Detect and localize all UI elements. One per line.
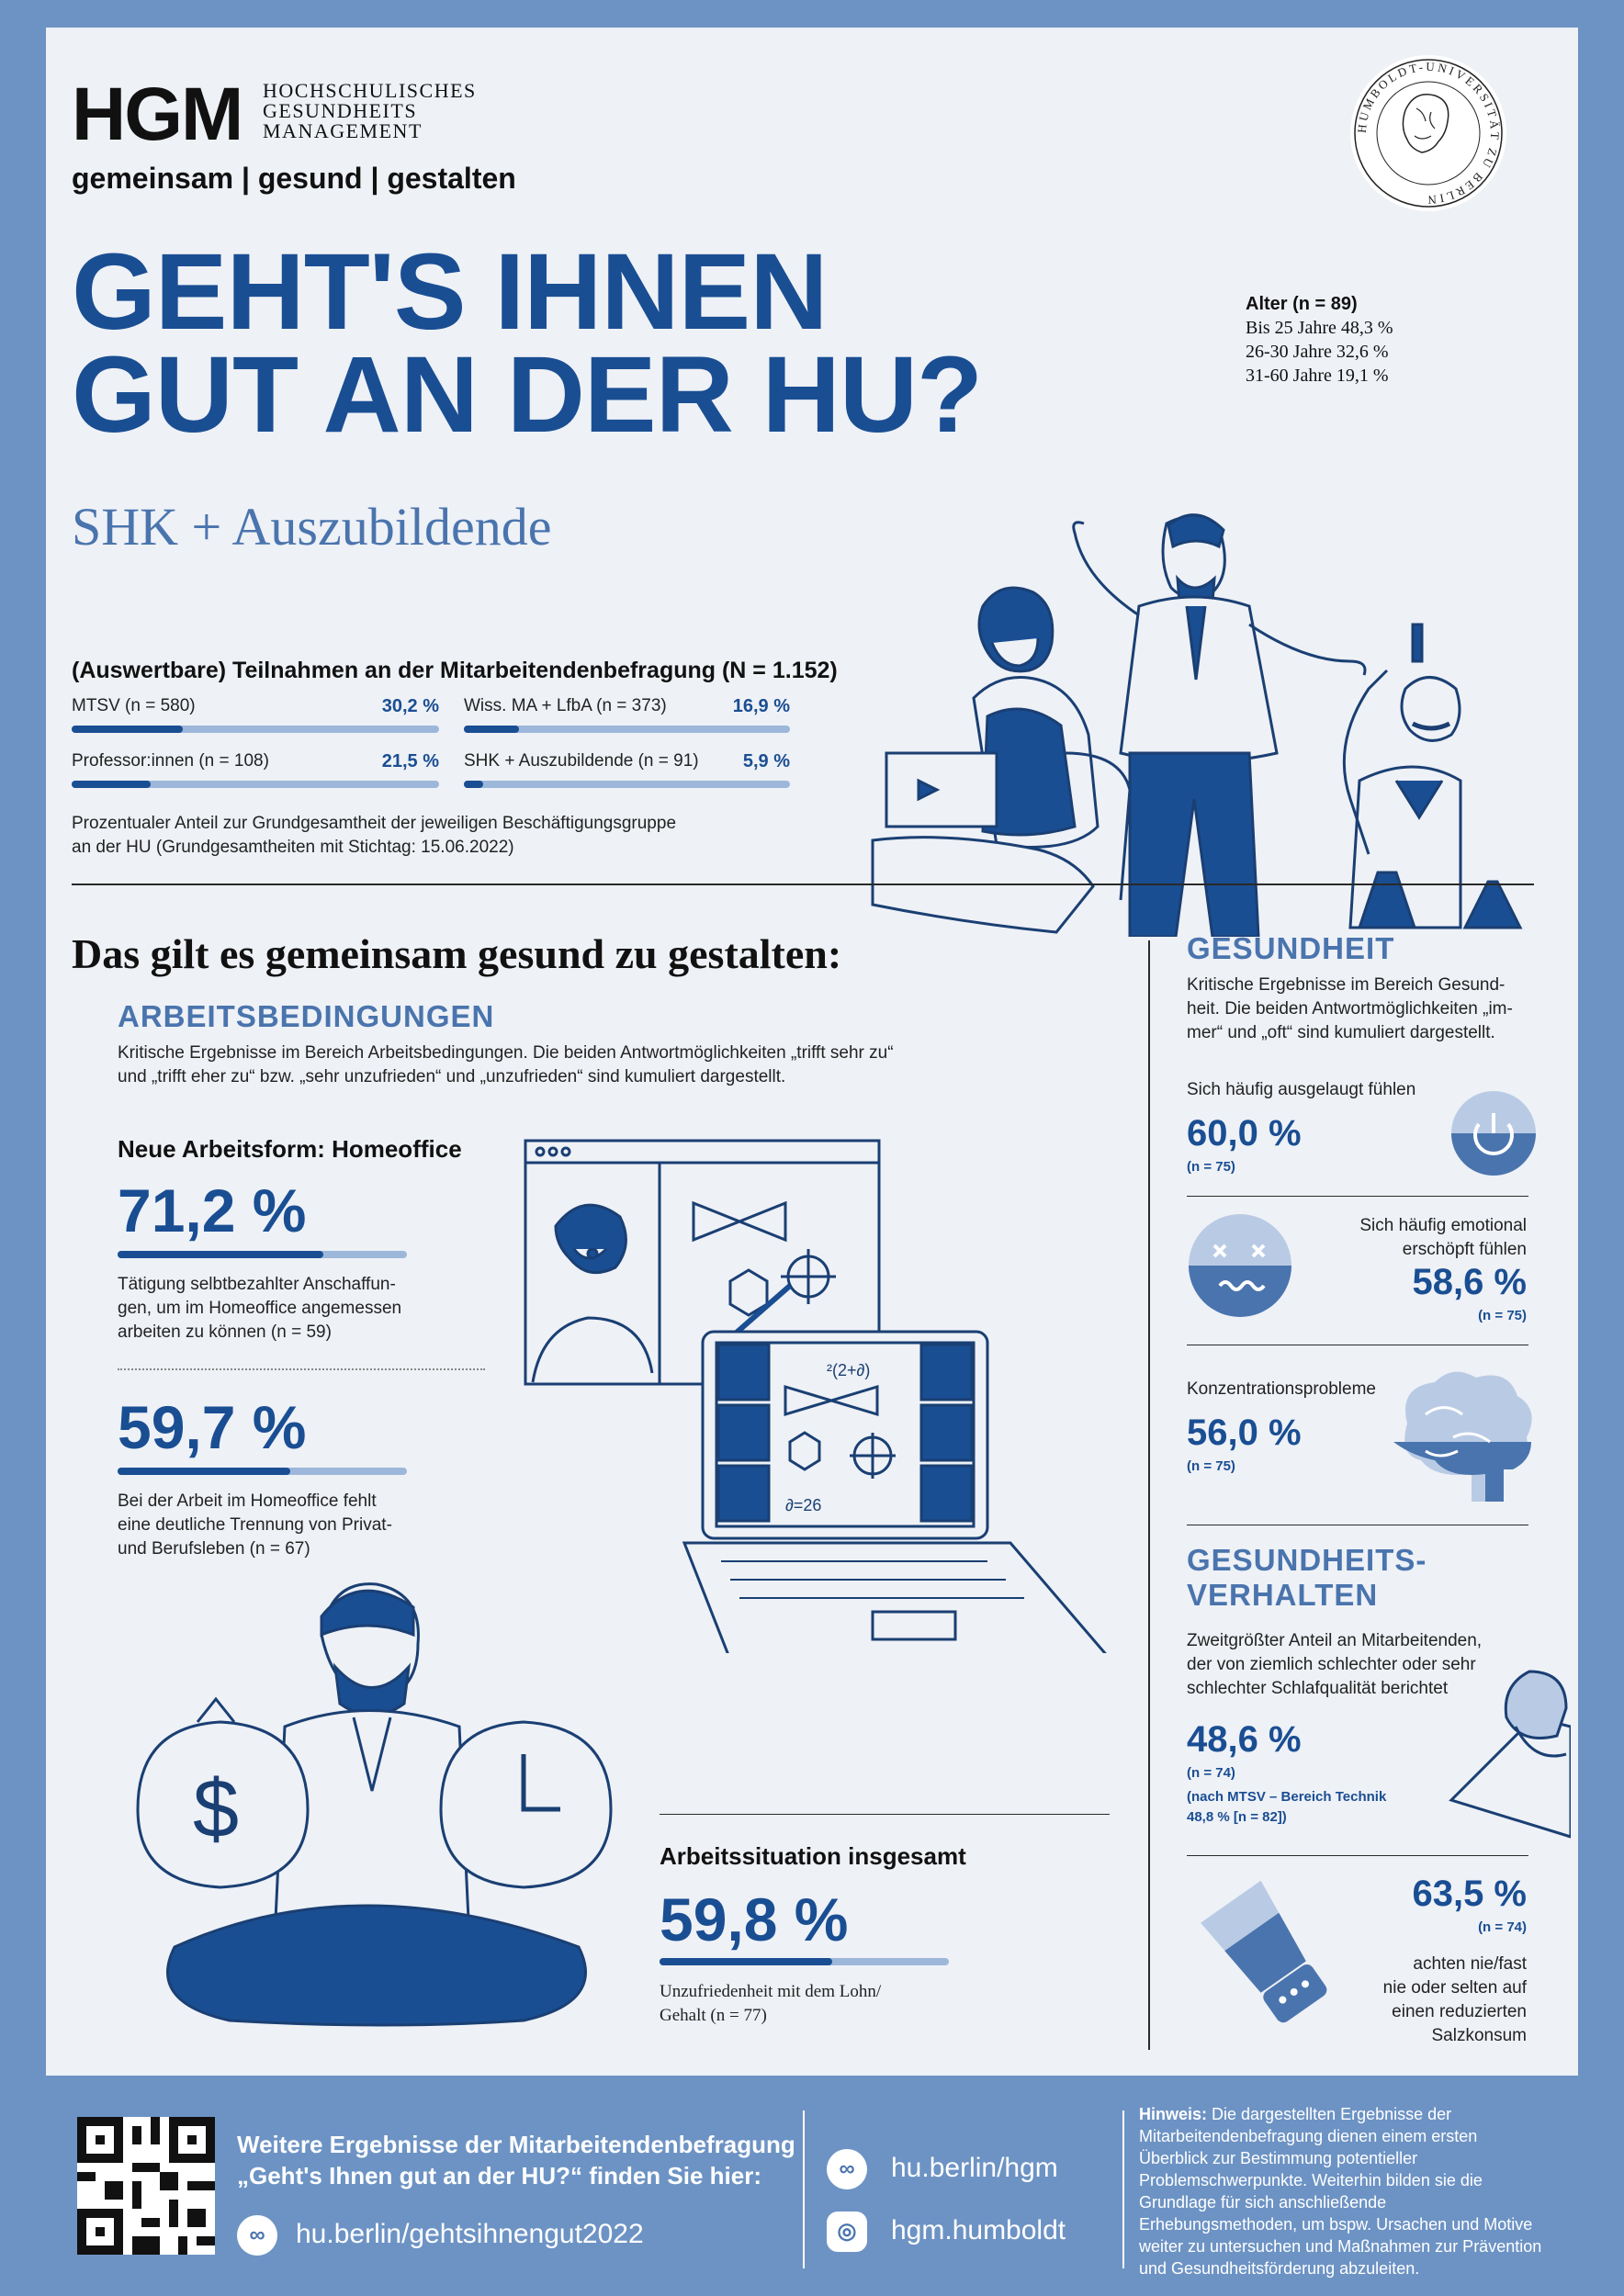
emotional-pct: 58,6 %: [1412, 1262, 1527, 1302]
ausgelaugt-n: (n = 75): [1187, 1159, 1235, 1175]
divider: [72, 884, 1534, 885]
footer-more-results: Weitere Ergebnisse der Mitarbeitendenbef…: [237, 2131, 795, 2189]
homeoffice-bar-1: [118, 1251, 407, 1258]
researchers-illustration: [871, 513, 1523, 937]
divider: [660, 1814, 1110, 1815]
survey-link[interactable]: hu.berlin/gehtsihnengut2022: [296, 2219, 644, 2249]
homeoffice-pct-1: 71,2 %: [118, 1176, 307, 1244]
instagram-link[interactable]: hgm.humboldt: [891, 2215, 1066, 2245]
group-shk-label: SHK + Auszubildende (n = 91): [464, 751, 699, 771]
sleep-pct: 48,6 %: [1187, 1719, 1302, 1760]
ausgelaugt-label: Sich häufig ausgelaugt fühlen: [1187, 1080, 1416, 1099]
group-prof-pct: 21,5 %: [381, 751, 439, 771]
homeoffice-pct-2: 59,7 %: [118, 1393, 307, 1461]
sleep-note: (nach MTSV – Bereich Technik 48,8 % [n =…: [1187, 1789, 1387, 1825]
hu-seal-logo: HUMBOLDT-UNIVERSITÄT ZU BERLIN: [1350, 55, 1506, 211]
power-icon: [1451, 1091, 1536, 1176]
group-wiss-label: Wiss. MA + LfbA (n = 373): [464, 696, 667, 715]
main-title: GEHT'S IHNEN GUT AN DER HU?: [72, 231, 983, 456]
svg-text:∂=26: ∂=26: [785, 1496, 821, 1514]
hgm-logo-subtitle: HOCHSCHULISCHES GESUNDHEITS MANAGEMENT: [263, 79, 477, 142]
homeoffice-illustration: ²(2+∂) ∂=26: [524, 1139, 1107, 1653]
overall-pct: 59,8 %: [660, 1885, 849, 1953]
qr-code[interactable]: [77, 2117, 215, 2255]
link-icon: ∞: [237, 2215, 277, 2256]
group-prof-bar-fill: [72, 781, 151, 788]
group-mtsv-pct: 30,2 %: [381, 696, 439, 716]
salt-text: achten nie/fast nie oder selten auf eine…: [1382, 1954, 1527, 2045]
overall-desc: Unzufriedenheit mit dem Lohn/ Gehalt (n …: [660, 1982, 882, 2025]
sleeping-person-illustration: [1449, 1670, 1571, 1839]
hgm-logo: HGM: [72, 73, 243, 156]
svg-text:²(2+∂): ²(2+∂): [827, 1361, 870, 1379]
verhalten-heading: GESUNDHEITS- VERHALTEN: [1187, 1543, 1427, 1612]
arbeit-heading: ARBEITSBEDINGUNGEN: [118, 999, 495, 1033]
group-wiss-bar: [464, 726, 790, 733]
salt-pct: 63,5 %: [1412, 1874, 1527, 1914]
divider: [1187, 1855, 1528, 1856]
homeoffice-desc-2: Bei der Arbeit im Homeoffice fehlt eine …: [118, 1491, 392, 1559]
tagline: gemeinsam | gesund | gestalten: [72, 162, 516, 195]
section-title: Das gilt es gemeinsam gesund zu gestalte…: [72, 930, 842, 977]
overall-bar: [660, 1958, 949, 1965]
homeoffice-bar-1-fill: [118, 1251, 324, 1258]
hgm-link[interactable]: hu.berlin/hgm: [891, 2153, 1058, 2183]
homeoffice-desc-1: Tätigung selbtbezahlter Anschaffun- gen,…: [118, 1275, 402, 1342]
overall-heading: Arbeitssituation insgesamt: [660, 1842, 966, 1870]
link-icon: ∞: [827, 2149, 867, 2189]
group-wiss-pct: 16,9 %: [732, 696, 790, 716]
group-shk-pct: 5,9 %: [742, 751, 790, 771]
sleep-n: (n = 74): [1187, 1765, 1235, 1781]
footer-hint: Hinweis: Die dargestellten Ergebnisse de…: [1139, 2105, 1542, 2278]
group-prof-bar: [72, 781, 439, 788]
dotted-divider: [118, 1368, 485, 1370]
group-prof-label: Professor:innen (n = 108): [72, 751, 269, 771]
homeoffice-bar-2-fill: [118, 1468, 291, 1475]
participation-note: Prozentualer Anteil zur Grundgesamtheit …: [72, 814, 677, 857]
divider: [1187, 1196, 1528, 1197]
konzentration-n: (n = 75): [1187, 1458, 1235, 1474]
homeoffice-bar-2: [118, 1468, 407, 1475]
emotional-label: Sich häufig emotional erschöpft fühlen: [1359, 1216, 1527, 1259]
footer-divider: [803, 2110, 805, 2268]
konzentration-pct: 56,0 %: [1187, 1412, 1302, 1453]
ausgelaugt-pct: 60,0 %: [1187, 1113, 1302, 1154]
group-mtsv-bar-fill: [72, 726, 183, 733]
exhausted-face-icon: [1189, 1214, 1291, 1317]
emotional-n: (n = 75): [1478, 1308, 1527, 1323]
overall-bar-fill: [660, 1958, 833, 1965]
group-shk-bar: [464, 781, 790, 788]
footer-divider: [1122, 2110, 1124, 2268]
column-divider: [1148, 940, 1150, 2050]
salary-illustration: $: [136, 1582, 613, 2027]
arbeit-intro: Kritische Ergebnisse im Bereich Arbeitsb…: [118, 1043, 894, 1086]
group-shk-bar-fill: [464, 781, 483, 788]
brain-icon: [1393, 1371, 1532, 1502]
group-mtsv-bar: [72, 726, 439, 733]
homeoffice-heading: Neue Arbeitsform: Homeoffice: [118, 1135, 462, 1163]
gesundheit-intro: Kritische Ergebnisse im Bereich Gesund- …: [1187, 975, 1513, 1042]
konzentration-label: Konzentrationsprobleme: [1187, 1379, 1376, 1399]
group-mtsv-label: MTSV (n = 580): [72, 696, 196, 715]
salt-shaker-icon: [1201, 1880, 1327, 2023]
sleep-text: Zweitgrößter Anteil an Mitarbeitenden, d…: [1187, 1631, 1483, 1698]
participation-heading: (Auswertbare) Teilnahmen an der Mitarbei…: [72, 658, 838, 683]
svg-text:$: $: [193, 1763, 239, 1855]
subtitle: SHK + Auszubildende: [72, 497, 552, 557]
age-stats: Alter (n = 89) Bis 25 Jahre 48,3 % 26-30…: [1246, 294, 1393, 386]
salt-n: (n = 74): [1478, 1919, 1527, 1935]
gesundheit-heading: GESUNDHEIT: [1187, 931, 1395, 965]
instagram-icon: ◎: [827, 2212, 867, 2252]
group-wiss-bar-fill: [464, 726, 519, 733]
